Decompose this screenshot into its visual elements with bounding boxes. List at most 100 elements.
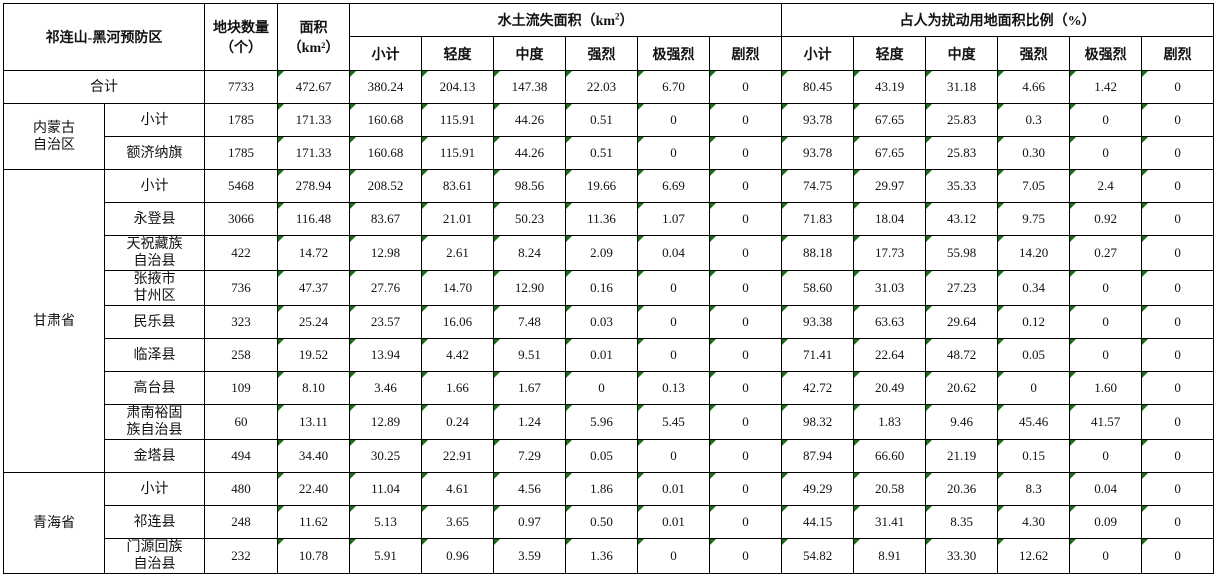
- value-cell: 22.64: [853, 338, 927, 372]
- value-cell: 22.91: [421, 439, 495, 473]
- value-cell: 12.98: [349, 235, 423, 271]
- erosion-subheader: 剧烈: [709, 36, 783, 71]
- count-cell: 323: [204, 305, 279, 339]
- value-cell: 43.19: [853, 70, 927, 104]
- table-row: 肃南裕固 族自治县 60 13.11 12.89 0.24 1.24 5.96 5.45 0 98…: [4, 404, 1215, 440]
- value-cell: 0: [565, 371, 639, 405]
- value-cell: 33.30: [925, 538, 999, 574]
- value-cell: 0.13: [637, 371, 711, 405]
- value-cell: 171.33: [277, 103, 351, 137]
- value-cell: 1.07: [637, 202, 711, 236]
- total-label: 合计: [2, 70, 206, 104]
- value-cell: 4.56: [493, 472, 567, 506]
- value-cell: 0: [709, 235, 783, 271]
- ratio-group-header: 占人为扰动用地面积比例（%）: [781, 3, 1215, 37]
- value-cell: 2.4: [1069, 169, 1143, 203]
- value-cell: 20.58: [853, 472, 927, 506]
- value-cell: 9.75: [997, 202, 1071, 236]
- ratio-subheader: 中度: [925, 36, 999, 71]
- count-cell: 1785: [204, 103, 279, 137]
- count-title: 地块数量: [213, 21, 270, 36]
- value-cell: 22.40: [277, 472, 351, 506]
- value-cell: 0: [1141, 270, 1215, 306]
- value-cell: 0.97: [493, 505, 567, 539]
- value-cell: 2.61: [421, 235, 495, 271]
- area-header: 面积 （km²）: [277, 3, 351, 71]
- value-cell: 3.65: [421, 505, 495, 539]
- value-cell: 88.18: [781, 235, 855, 271]
- value-cell: 48.72: [925, 338, 999, 372]
- value-cell: 0.05: [997, 338, 1071, 372]
- value-cell: 67.65: [853, 103, 927, 137]
- value-cell: 7.05: [997, 169, 1071, 203]
- value-cell: 11.62: [277, 505, 351, 539]
- value-cell: 14.20: [997, 235, 1071, 271]
- value-cell: 0: [709, 338, 783, 372]
- county-cell: 临泽县: [103, 338, 206, 372]
- value-cell: 0: [1069, 136, 1143, 170]
- value-cell: 7.48: [493, 305, 567, 339]
- table-row: 青海省 小计 480 22.40 11.04 4.61 4.56 1.86 0.01 0 49.29…: [3, 472, 1215, 574]
- value-cell: 21.19: [925, 439, 999, 473]
- value-cell: 5.91: [349, 538, 423, 574]
- count-cell: 5468: [204, 169, 279, 203]
- value-cell: 83.67: [349, 202, 423, 236]
- erosion-subheader: 强烈: [565, 36, 639, 71]
- value-cell: 380.24: [349, 70, 423, 104]
- value-cell: 0: [1141, 404, 1215, 440]
- county-cell: 天祝藏族 自治县: [103, 235, 206, 271]
- table-row: 张掖市 甘州区 736 47.37 27.76 14.70 12.90 0.16 0 0 58.6…: [4, 270, 1215, 306]
- value-cell: 25.83: [925, 136, 999, 170]
- value-cell: 0.96: [421, 538, 495, 574]
- value-cell: 0: [637, 439, 711, 473]
- value-cell: 6.70: [637, 70, 711, 104]
- value-cell: 1.36: [565, 538, 639, 574]
- value-cell: 55.98: [925, 235, 999, 271]
- table-row: 临泽县 258 19.52 13.94 4.42 9.51 0.01 0 0 71.41 22.64…: [4, 338, 1215, 372]
- value-cell: 93.38: [781, 305, 855, 339]
- value-cell: 0.01: [637, 505, 711, 539]
- value-cell: 31.41: [853, 505, 927, 539]
- value-cell: 0: [1069, 103, 1143, 137]
- value-cell: 45.46: [997, 404, 1071, 440]
- area-title: 面积: [299, 21, 328, 36]
- value-cell: 21.01: [421, 202, 495, 236]
- ratio-subheader: 强烈: [997, 36, 1071, 71]
- value-cell: 66.60: [853, 439, 927, 473]
- value-cell: 93.78: [781, 136, 855, 170]
- value-cell: 12.89: [349, 404, 423, 440]
- ratio-subheader: 剧烈: [1141, 36, 1215, 71]
- count-header: 地块数量 （个）: [204, 3, 279, 71]
- value-cell: 44.26: [493, 136, 567, 170]
- value-cell: 49.29: [781, 472, 855, 506]
- value-cell: 208.52: [349, 169, 423, 203]
- value-cell: 42.72: [781, 371, 855, 405]
- county-cell: 永登县: [103, 202, 206, 236]
- value-cell: 0: [709, 202, 783, 236]
- value-cell: 0: [1069, 439, 1143, 473]
- value-cell: 1.83: [853, 404, 927, 440]
- value-cell: 22.03: [565, 70, 639, 104]
- value-cell: 20.62: [925, 371, 999, 405]
- value-cell: 71.83: [781, 202, 855, 236]
- value-cell: 1.60: [1069, 371, 1143, 405]
- value-cell: 0: [1069, 270, 1143, 306]
- region-header: 祁连山-黑河预防区: [2, 3, 206, 71]
- value-cell: 0: [1141, 202, 1215, 236]
- county-cell: 门源回族 自治县: [103, 538, 206, 574]
- value-cell: 17.73: [853, 235, 927, 271]
- value-cell: 0.30: [997, 136, 1071, 170]
- county-cell: 张掖市 甘州区: [103, 270, 206, 306]
- value-cell: 0: [1141, 472, 1215, 506]
- value-cell: 0.51: [565, 103, 639, 137]
- value-cell: 0: [637, 305, 711, 339]
- erosion-subheader: 小计: [349, 36, 423, 71]
- value-cell: 35.33: [925, 169, 999, 203]
- value-cell: 0: [709, 270, 783, 306]
- table-row: 民乐县 323 25.24 23.57 16.06 7.48 0.03 0 0 93.38 63.6…: [4, 305, 1215, 339]
- value-cell: 18.04: [853, 202, 927, 236]
- value-cell: 50.23: [493, 202, 567, 236]
- value-cell: 10.78: [277, 538, 351, 574]
- value-cell: 80.45: [781, 70, 855, 104]
- value-cell: 87.94: [781, 439, 855, 473]
